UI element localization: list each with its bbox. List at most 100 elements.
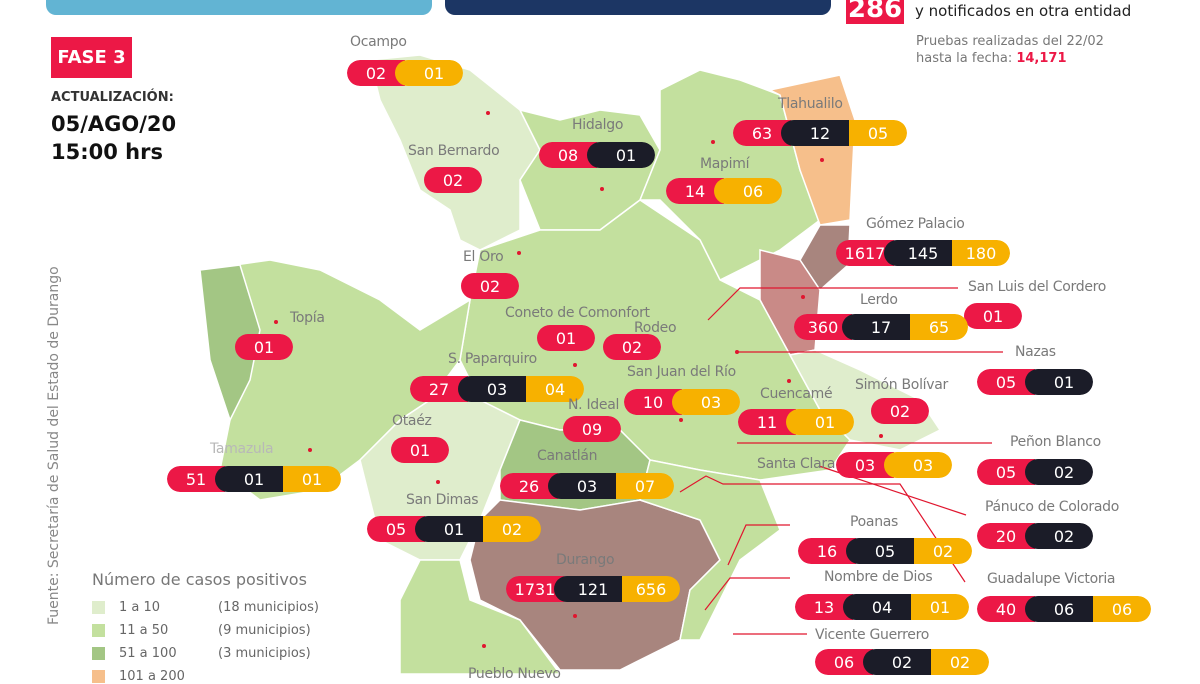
- municipio-label: Durango: [556, 552, 615, 568]
- positive-count: 27: [410, 376, 468, 402]
- deaths-count: 17: [842, 314, 910, 340]
- case-counts: 02 01: [347, 60, 463, 86]
- case-counts: 01: [537, 325, 595, 351]
- municipio-label: Coneto de Comonfort: [505, 305, 650, 321]
- region-tlahualilo: [767, 74, 856, 226]
- update-date: 05/AGO/20: [51, 112, 177, 136]
- positive-count: 360: [794, 314, 852, 340]
- legend-swatch: [92, 647, 105, 660]
- municipio-label: Ocampo: [350, 34, 407, 50]
- case-counts: 05 01 02: [367, 516, 541, 542]
- municipio-label: Tlahualilo: [778, 96, 843, 112]
- case-counts: 09: [563, 416, 621, 442]
- case-counts: 26 03 07: [500, 473, 674, 499]
- region-northwest: [369, 54, 541, 251]
- deaths-count: 12: [781, 120, 849, 146]
- positive-count: 02: [603, 334, 661, 360]
- recovered-count: 01: [786, 409, 854, 435]
- case-counts: 27 03 04: [410, 376, 584, 402]
- legend-count: (3 municipios): [218, 646, 311, 661]
- recovered-count: 01: [911, 594, 969, 620]
- positive-count: 02: [871, 398, 929, 424]
- region-gomez-palacio: [799, 224, 851, 292]
- region-tamazula: [199, 264, 261, 422]
- positive-count: 01: [537, 325, 595, 351]
- recovered-count: 01: [395, 60, 463, 86]
- positive-count: 26: [500, 473, 558, 499]
- municipio-label: N. Ideal: [568, 397, 620, 413]
- recovered-count: 180: [952, 240, 1010, 266]
- recovered-count: 05: [849, 120, 907, 146]
- positive-count: 09: [563, 416, 621, 442]
- phase-badge: FASE 3: [51, 37, 132, 78]
- legend-range: 11 a 50: [119, 623, 169, 638]
- recovered-count: 01: [283, 466, 341, 492]
- municipio-label: Mapimí: [700, 156, 750, 172]
- deaths-count: 01: [587, 142, 655, 168]
- deaths-count: 03: [458, 376, 526, 402]
- recovered-count: 65: [910, 314, 968, 340]
- positive-count: 06: [815, 649, 873, 675]
- municipio-label: San Bernardo: [408, 143, 500, 159]
- header-box-light: [46, 0, 432, 15]
- municipio-label: Simón Bolívar: [855, 377, 948, 393]
- recovered-count: 06: [714, 178, 782, 204]
- case-counts: 1731 121 656: [506, 576, 680, 602]
- deaths-count: 145: [884, 240, 952, 266]
- deaths-count: 121: [554, 576, 622, 602]
- case-counts: 40 06 06: [977, 596, 1151, 622]
- recovered-count: 04: [526, 376, 584, 402]
- municipio-label: San Luis del Cordero: [968, 279, 1107, 295]
- case-counts: 03 03: [836, 452, 952, 478]
- update-time: 15:00 hrs: [51, 140, 163, 164]
- tests-label: Pruebas realizadas del 22/02 hasta la fe…: [916, 33, 1104, 67]
- legend-range: 51 a 100: [119, 646, 177, 661]
- positive-count: 40: [977, 596, 1035, 622]
- positive-count: 63: [733, 120, 791, 146]
- municipio-label: Cuencamé: [760, 386, 833, 402]
- positive-count: 01: [235, 334, 293, 360]
- municipio-label: Peñon Blanco: [1010, 434, 1101, 450]
- municipio-label: Nombre de Dios: [824, 569, 933, 585]
- tests-until: hasta la fecha:: [916, 51, 1013, 66]
- update-label: ACTUALIZACIÓN:: [51, 90, 174, 105]
- recovered-count: 06: [1093, 596, 1151, 622]
- municipio-label: Pueblo Nuevo: [468, 666, 561, 682]
- recovered-count: 03: [884, 452, 952, 478]
- case-counts: 02: [461, 273, 519, 299]
- deaths-count: 04: [843, 594, 911, 620]
- legend-swatch: [92, 601, 105, 614]
- municipio-label: San Dimas: [406, 492, 479, 508]
- municipio-label: Santa Clara: [757, 456, 836, 472]
- region-pueblo-nuevo: [399, 559, 561, 674]
- legend-title: Número de casos positivos: [92, 570, 307, 589]
- municipio-label: Guadalupe Victoria: [987, 571, 1116, 587]
- recovered-count: 02: [931, 649, 989, 675]
- deaths-count: 03: [548, 473, 616, 499]
- other-state-count: 286: [846, 0, 904, 24]
- case-counts: 20 02: [977, 523, 1093, 549]
- municipio-label: Nazas: [1015, 344, 1056, 360]
- case-counts: 05 01: [977, 369, 1093, 395]
- deaths-count: 01: [415, 516, 483, 542]
- municipio-label: Otaéz: [392, 413, 432, 429]
- case-counts: 05 02: [977, 459, 1093, 485]
- deaths-count: 01: [215, 466, 283, 492]
- recovered-count: 656: [622, 576, 680, 602]
- positive-count: 02: [424, 167, 482, 193]
- municipio-label: Hidalgo: [572, 117, 624, 133]
- case-counts: 08 01: [539, 142, 655, 168]
- deaths-count: 02: [863, 649, 931, 675]
- legend-range: 1 a 10: [119, 600, 161, 615]
- case-counts: 02: [871, 398, 929, 424]
- municipio-label: Vicente Guerrero: [815, 627, 930, 643]
- case-counts: 14 06: [666, 178, 782, 204]
- case-counts: 13 04 01: [795, 594, 969, 620]
- municipio-label: Poanas: [850, 514, 899, 530]
- case-counts: 01: [391, 437, 449, 463]
- municipio-label: S. Paparquiro: [448, 351, 537, 367]
- case-counts: 01: [235, 334, 293, 360]
- case-counts: 01: [964, 303, 1022, 329]
- tests-period: Pruebas realizadas del 22/02: [916, 34, 1104, 49]
- legend-swatch: [92, 624, 105, 637]
